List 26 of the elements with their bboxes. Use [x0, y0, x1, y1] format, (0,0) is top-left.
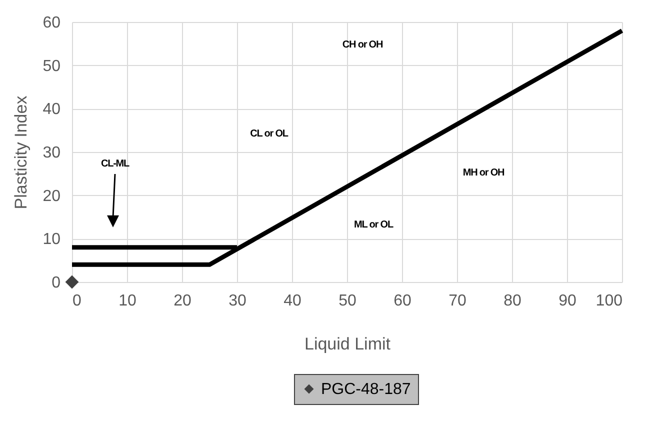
x-tick-label: 0	[72, 292, 82, 310]
x-tick-label: 90	[558, 292, 576, 310]
annotation: MH or OH	[462, 167, 504, 178]
y-tick-label: 40	[42, 101, 61, 118]
y-tick-label: 20	[42, 188, 61, 205]
x-tick-label: 20	[174, 292, 192, 310]
x-axis-title: Liquid Limit	[304, 334, 391, 354]
x-tick-label: 30	[228, 292, 246, 310]
x-tick-label: 40	[284, 292, 302, 310]
y-tick-label: 10	[42, 231, 61, 248]
x-tick-label: 80	[504, 292, 522, 310]
x-tick-label: 100	[596, 292, 623, 310]
annotation: CH or OH	[342, 39, 383, 50]
y-tick-label: 50	[42, 58, 61, 75]
x-tick-label: 50	[338, 292, 356, 310]
x-tick-label: 60	[394, 292, 412, 310]
annotation: ML or OL	[354, 219, 393, 230]
x-tick-label: 70	[448, 292, 466, 310]
y-axis-title: Plasticity Index	[12, 95, 31, 210]
y-tick-label: 60	[42, 14, 61, 32]
y-tick-label: 0	[52, 274, 61, 292]
legend-label: PGC-48-187	[321, 381, 411, 398]
x-tick-label: 10	[118, 292, 136, 310]
annotation: CL-ML	[100, 158, 130, 170]
annotation: CL or OL	[250, 128, 288, 140]
y-tick-label: 30	[42, 144, 61, 162]
